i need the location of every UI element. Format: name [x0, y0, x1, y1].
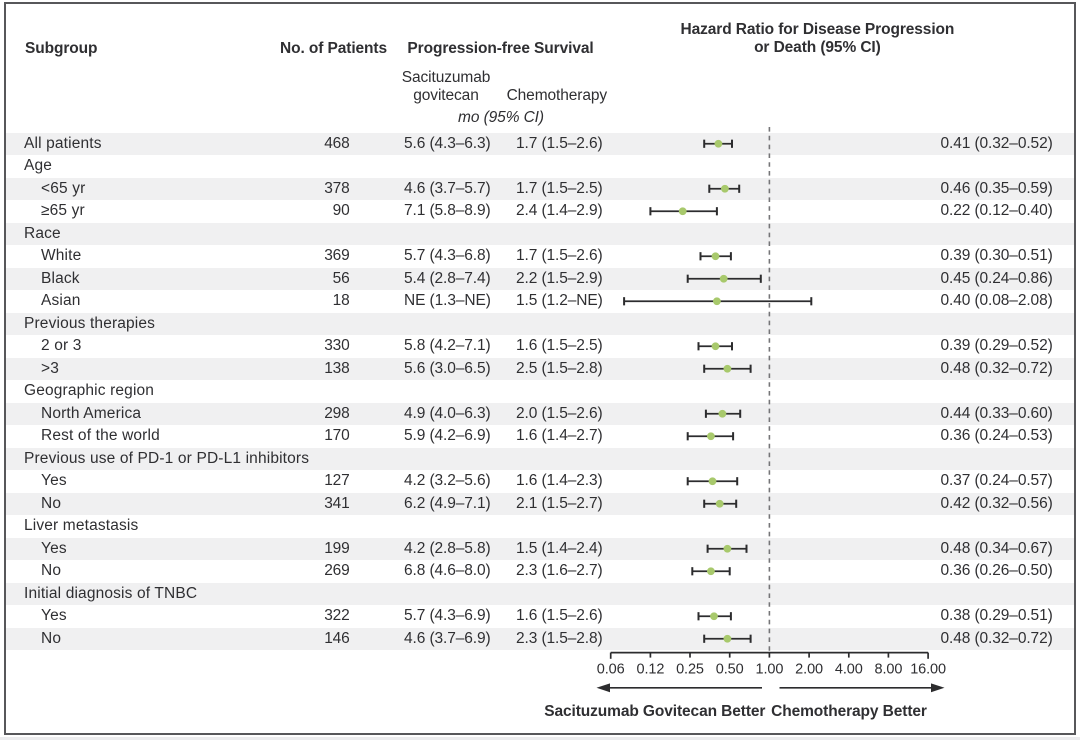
svg-text:0.12: 0.12	[636, 662, 664, 678]
svg-text:2.00: 2.00	[795, 662, 823, 678]
svg-text:0.25: 0.25	[676, 662, 704, 678]
svg-text:0.50: 0.50	[716, 662, 744, 678]
svg-text:8.00: 8.00	[874, 662, 902, 678]
svg-text:0.06: 0.06	[597, 662, 625, 678]
svg-text:4.00: 4.00	[835, 662, 863, 678]
svg-text:16.00: 16.00	[910, 662, 946, 678]
svg-text:1.00: 1.00	[755, 662, 783, 678]
